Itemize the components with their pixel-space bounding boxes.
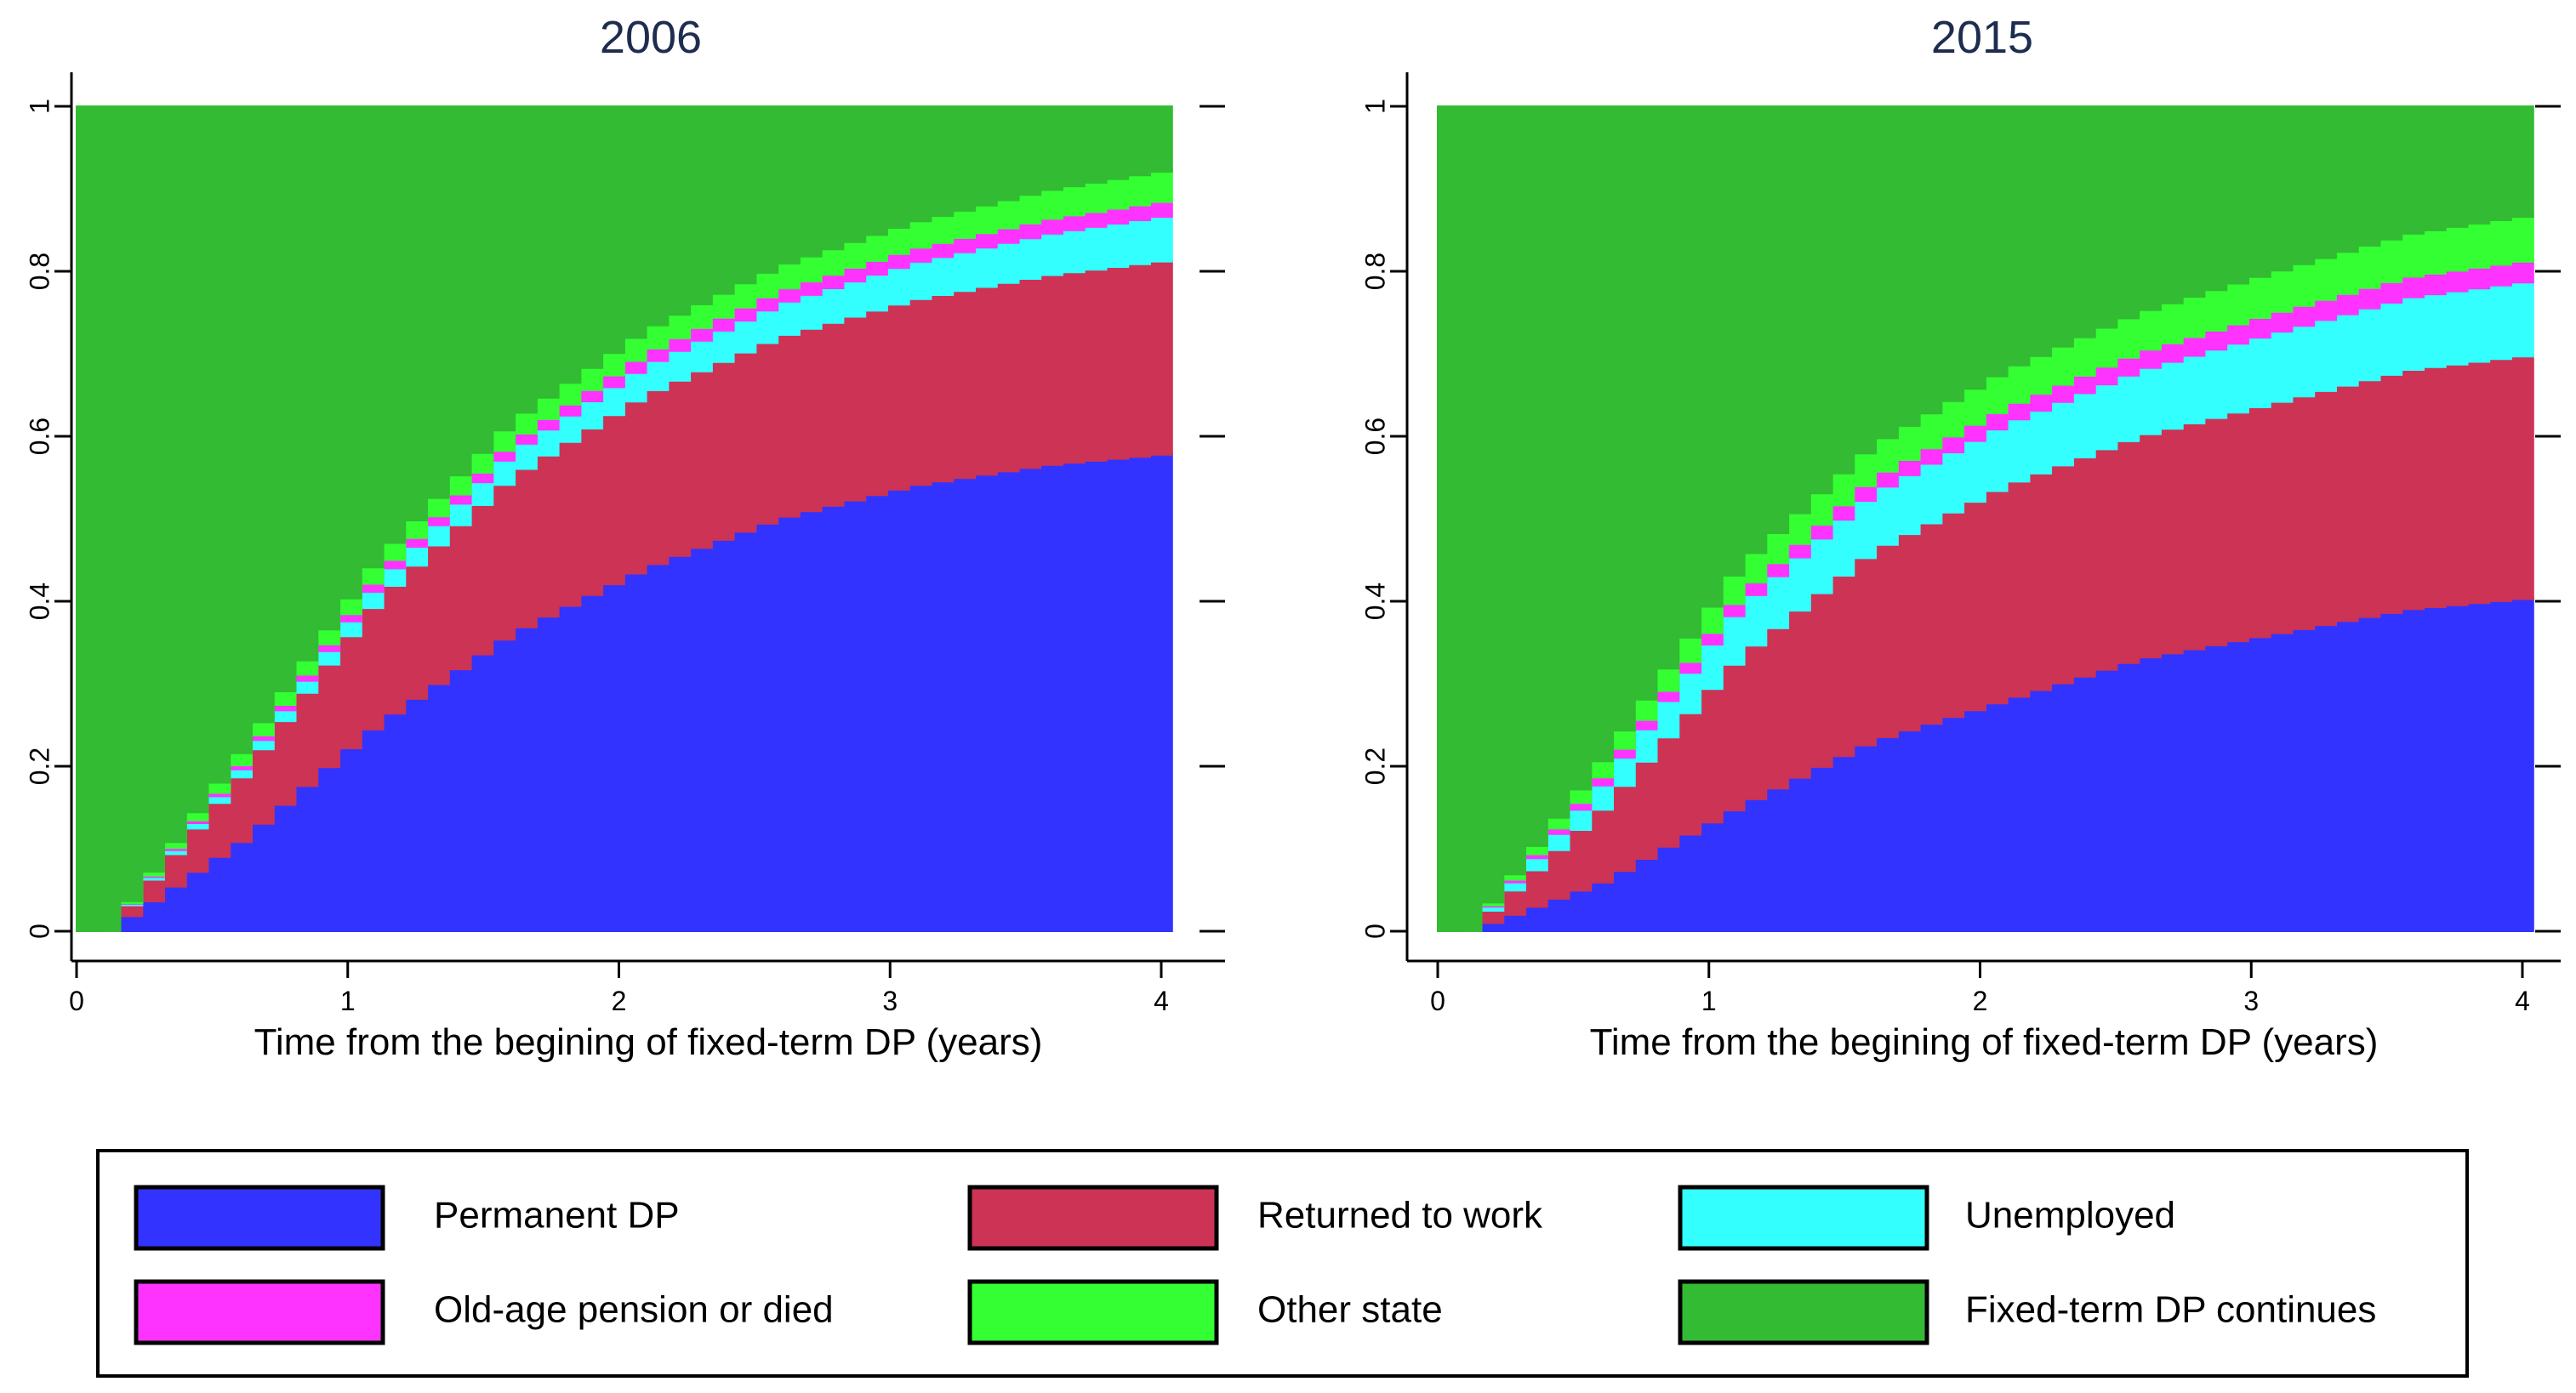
series-fixed-term-dp-continues (1437, 105, 2534, 932)
x-tick-label: 3 (2243, 986, 2259, 1016)
y-tick-label: 0.6 (1359, 418, 1390, 455)
panel-2006: 2006 0 0.2 0.4 0.6 0.8 1 0 1 2 3 4 Time from the beg… (24, 12, 1225, 1063)
y-tick-label: 1 (24, 99, 54, 114)
legend-label-returned-to-work: Returned to work (1257, 1195, 1543, 1237)
legend-swatch-fixed-term-dp-continues (1678, 1279, 1929, 1345)
y-tick-label: 0.4 (24, 583, 54, 620)
y-tick-label: 0.6 (24, 418, 54, 455)
legend-swatch-unemployed (1678, 1185, 1929, 1251)
x-tick-label: 2 (1973, 986, 1988, 1016)
y-tick-label: 0 (1359, 924, 1390, 939)
legend-swatch-old-age-pension-or-died (134, 1279, 385, 1345)
legend-label-fixed-term-dp-continues: Fixed-term DP continues (1965, 1289, 2376, 1331)
x-tick-label: 3 (882, 986, 898, 1016)
x-tick-label: 4 (2515, 986, 2530, 1016)
y-tick-label: 0 (24, 924, 54, 939)
y-tick-label: 0.2 (24, 748, 54, 785)
y-tick-label: 0.2 (1359, 748, 1390, 785)
legend-box (96, 1149, 2469, 1378)
x-tick-label: 1 (1701, 986, 1717, 1016)
panel-2015: 2015 0 0.2 0.4 0.6 0.8 1 0 1 2 3 4 Time from the beg… (1359, 12, 2561, 1063)
legend-swatch-other-state (967, 1279, 1219, 1345)
series-fixed-term-dp-continues (76, 105, 1173, 932)
legend-swatch-permanent-dp (134, 1185, 385, 1251)
x-tick-label: 0 (1430, 986, 1445, 1016)
x-axis-label: Time from the begining of fixed-term DP … (1590, 1021, 2379, 1063)
y-tick-label: 0.8 (1359, 253, 1390, 290)
legend-label-other-state: Other state (1257, 1289, 1443, 1331)
legend-swatch-returned-to-work (967, 1185, 1219, 1251)
y-tick-label: 1 (1359, 99, 1390, 114)
x-tick-label: 1 (340, 986, 356, 1016)
legend-label-permanent-dp: Permanent DP (434, 1195, 680, 1237)
legend-label-old-age-pension-or-died: Old-age pension or died (434, 1289, 834, 1331)
legend-label-unemployed: Unemployed (1965, 1195, 2175, 1237)
panel-title: 2006 (600, 12, 702, 63)
y-tick-label: 0.4 (1359, 583, 1390, 620)
y-tick-label: 0.8 (24, 253, 54, 290)
x-tick-label: 4 (1154, 986, 1169, 1016)
legend: Permanent DP Returned to work Unemployed Ol… (96, 1149, 2469, 1378)
panel-title: 2015 (1931, 12, 2033, 63)
x-tick-label: 2 (612, 986, 627, 1016)
x-tick-label: 0 (69, 986, 84, 1016)
x-axis-label: Time from the begining of fixed-term DP … (254, 1021, 1043, 1063)
